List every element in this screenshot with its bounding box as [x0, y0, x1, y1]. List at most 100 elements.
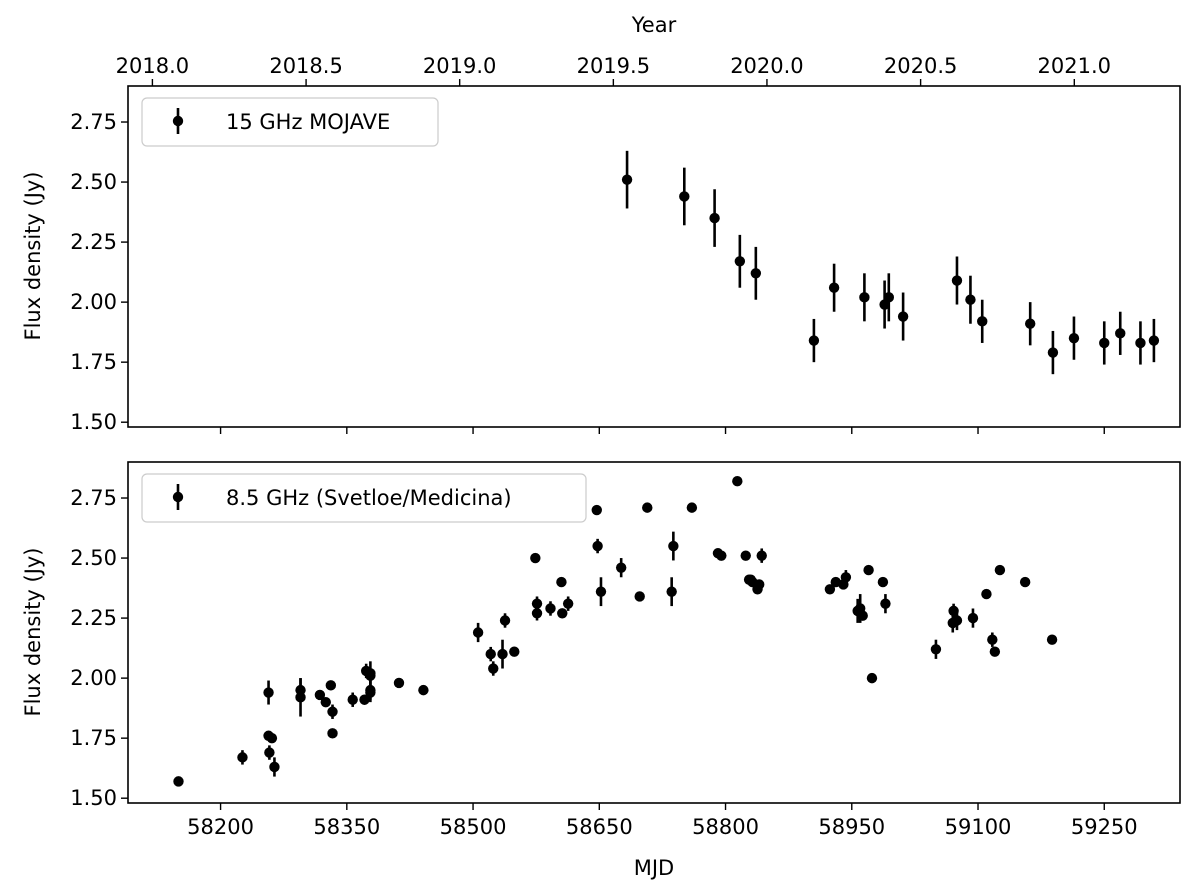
bottom-ytick-label-5: 2.75 — [70, 486, 117, 510]
bottom-data-point-41 — [642, 502, 653, 513]
top-marker-18 — [1115, 328, 1126, 339]
bottom-panel-ticks: 1.50 1.75 2.00 2.25 2.50 2.75 58200 58350 58500 5… — [70, 486, 1137, 839]
bottom-legend-label: 8.5 GHz (Svetloe/Medicina) — [226, 486, 512, 510]
top-data-point-17 — [1099, 321, 1110, 365]
bottom-data-point-15 — [359, 694, 370, 705]
bottom-xtick-label-4: 58800 — [692, 815, 759, 839]
bottom-data-point-70 — [967, 608, 979, 628]
bottom-data-point-0 — [173, 776, 184, 787]
bottom-marker-35 — [562, 598, 574, 609]
bottom-data-point-19 — [365, 668, 376, 683]
bottom-legend-marker — [172, 491, 184, 503]
top-ytick-label-5: 2.75 — [70, 110, 117, 134]
bottom-data-point-5 — [266, 732, 278, 744]
bottom-marker-34 — [557, 608, 568, 619]
top-ytick-label-4: 2.50 — [70, 170, 117, 194]
bottom-marker-64 — [877, 576, 889, 588]
bottom-data-point-66 — [930, 639, 942, 659]
top-panel-frame — [127, 85, 1181, 428]
bottom-data-point-72 — [987, 632, 998, 647]
top-marker-1 — [679, 191, 690, 202]
bottom-data-point-37 — [592, 538, 603, 554]
top-data-point-19 — [1135, 321, 1146, 365]
bottom-marker-75 — [1019, 576, 1031, 588]
bottom-data-point-26 — [497, 639, 508, 669]
bottom-data-point-47 — [732, 476, 743, 487]
bottom-data-point-13 — [327, 728, 338, 739]
top-marker-17 — [1099, 337, 1110, 349]
top-ytick-label-1: 1.75 — [70, 350, 117, 374]
bottom-marker-73 — [989, 646, 1001, 657]
bottom-marker-31 — [531, 608, 543, 619]
top-marker-14 — [1024, 318, 1036, 329]
bottom-marker-47 — [732, 476, 743, 487]
top-marker-7 — [859, 292, 870, 303]
bottom-data-point-53 — [754, 579, 765, 590]
top-data-point-4 — [750, 246, 762, 300]
bottom-marker-43 — [668, 540, 679, 552]
bottom-data-point-11 — [325, 680, 337, 691]
bottom-data-point-32 — [545, 601, 556, 616]
bottom-data-point-25 — [488, 661, 499, 676]
bottom-marker-8 — [295, 692, 306, 703]
bottom-data-point-8 — [295, 678, 306, 717]
bottom-data-point-36 — [591, 504, 602, 516]
bottom-data-point-22 — [418, 684, 429, 696]
top-legend-marker — [172, 115, 184, 127]
bottom-data-point-42 — [666, 577, 677, 607]
bottom-data-point-74 — [994, 564, 1006, 576]
bottom-data-point-14 — [347, 692, 358, 707]
bottom-data-point-46 — [716, 550, 727, 561]
top-data-point-0 — [621, 150, 633, 209]
bottom-marker-9 — [314, 689, 326, 701]
bottom-data-point-31 — [531, 606, 543, 621]
bottom-xtick-label-6: 59100 — [945, 815, 1012, 839]
top-panel-legend: 15 GHz MOJAVE — [141, 97, 439, 147]
top-ytick-label-3: 2.25 — [70, 230, 117, 254]
top-marker-4 — [750, 268, 762, 279]
bottom-data-point-1 — [237, 750, 248, 765]
top-marker-10 — [897, 311, 909, 322]
bottom-data-point-61 — [857, 610, 868, 621]
bottom-xtick-label-7: 59250 — [1071, 815, 1138, 839]
bottom-marker-25 — [488, 663, 499, 674]
bottom-marker-29 — [530, 552, 541, 564]
bottom-marker-58 — [840, 572, 852, 583]
top-marker-9 — [883, 292, 895, 303]
bottom-marker-38 — [595, 586, 607, 597]
bottom-data-point-29 — [530, 552, 541, 564]
top-marker-5 — [808, 335, 820, 346]
top-data-point-9 — [883, 273, 895, 322]
top-legend-box — [141, 97, 439, 147]
bottom-marker-76 — [1046, 634, 1058, 645]
bottom-data-point-21 — [393, 677, 405, 689]
top-legend-label: 15 GHz MOJAVE — [226, 110, 390, 134]
bottom-marker-15 — [359, 694, 370, 705]
bottom-data-point-6 — [269, 757, 280, 777]
top-marker-13 — [977, 316, 988, 327]
bottom-marker-28 — [509, 646, 520, 657]
top-data-point-6 — [828, 263, 840, 312]
bottom-data-point-33 — [556, 576, 567, 588]
bottom-data-point-55 — [824, 584, 836, 595]
bottom-data-point-2 — [263, 680, 274, 705]
year-tick-label-6: 2021.0 — [1038, 54, 1111, 78]
bottom-data-point-20 — [365, 680, 376, 700]
bottom-panel: 1.50 1.75 2.00 2.25 2.50 2.75 58200 58350 58500 5… — [21, 461, 1181, 880]
bottom-marker-19 — [365, 670, 376, 681]
bottom-marker-53 — [754, 579, 765, 590]
bottom-data-point-35 — [562, 596, 574, 611]
year-tick-label-4: 2020.0 — [730, 54, 803, 78]
bottom-ytick-label-0: 1.50 — [70, 786, 117, 810]
top-marker-20 — [1148, 335, 1160, 346]
bottom-marker-65 — [880, 598, 891, 609]
top-data-point-3 — [734, 234, 746, 288]
top-data-point-20 — [1148, 318, 1160, 363]
top-data-point-1 — [679, 167, 690, 226]
bottom-marker-61 — [857, 610, 868, 621]
bottom-marker-41 — [642, 502, 653, 513]
bottom-data-point-10 — [320, 696, 331, 708]
bottom-data-point-38 — [595, 577, 607, 607]
bottom-marker-2 — [263, 687, 274, 698]
bottom-marker-48 — [740, 550, 751, 561]
